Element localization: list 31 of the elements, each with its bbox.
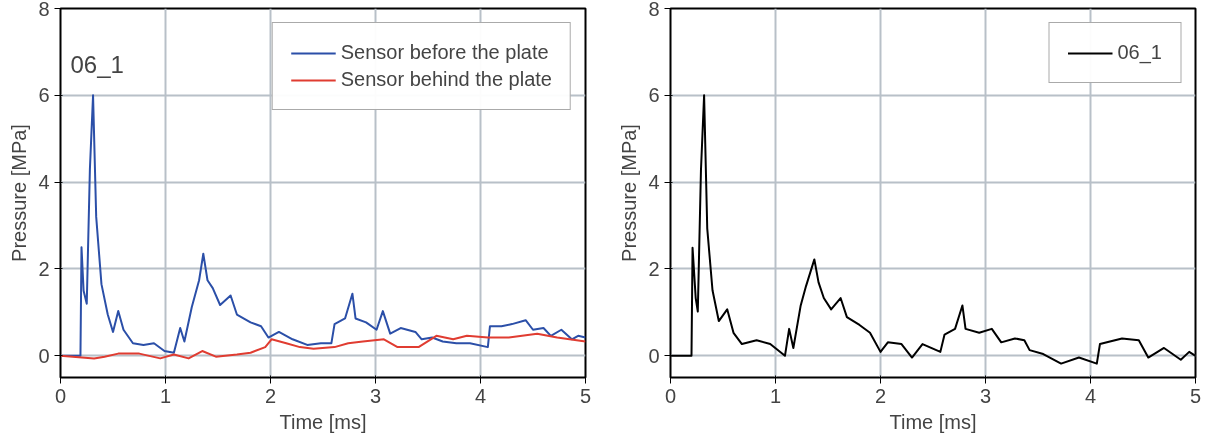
y-tick-label: 4 bbox=[38, 171, 50, 194]
y-tick-label: 8 bbox=[648, 0, 660, 20]
legend-label: 06_1 bbox=[1117, 41, 1162, 64]
y-axis-title: Pressure [MPa] bbox=[8, 124, 31, 262]
annotation: 06_1 bbox=[70, 50, 124, 78]
y-tick-label: 6 bbox=[648, 84, 660, 107]
x-tick-label: 5 bbox=[1189, 384, 1202, 407]
x-tick-label: 4 bbox=[1084, 384, 1097, 407]
legend-label: Sensor behind the plate bbox=[340, 68, 552, 91]
y-tick-label: 2 bbox=[38, 257, 50, 280]
y-tick-label: 0 bbox=[648, 344, 660, 367]
y-tick-label: 2 bbox=[648, 257, 660, 280]
line-series bbox=[60, 332, 586, 360]
y-axis-title: Pressure [MPa] bbox=[618, 124, 641, 262]
x-tick-label: 3 bbox=[979, 384, 992, 407]
x-axis-title: Time [ms] bbox=[889, 410, 977, 433]
y-tick-label: 0 bbox=[38, 344, 50, 367]
x-tick-label: 2 bbox=[874, 384, 887, 407]
legend-label: Sensor before the plate bbox=[340, 41, 549, 64]
y-tick-label: 6 bbox=[38, 84, 50, 107]
x-axis-title: Time [ms] bbox=[279, 410, 367, 433]
x-tick-label: 1 bbox=[769, 384, 782, 407]
x-tick-label: 3 bbox=[369, 384, 382, 407]
y-tick-label: 4 bbox=[648, 171, 660, 194]
x-tick-label: 0 bbox=[54, 384, 67, 407]
x-tick-label: 2 bbox=[264, 384, 277, 407]
x-tick-label: 1 bbox=[159, 384, 172, 407]
x-tick-label: 5 bbox=[579, 384, 592, 407]
x-tick-label: 0 bbox=[664, 384, 677, 407]
x-tick-label: 4 bbox=[474, 384, 487, 407]
y-tick-label: 8 bbox=[38, 0, 50, 20]
